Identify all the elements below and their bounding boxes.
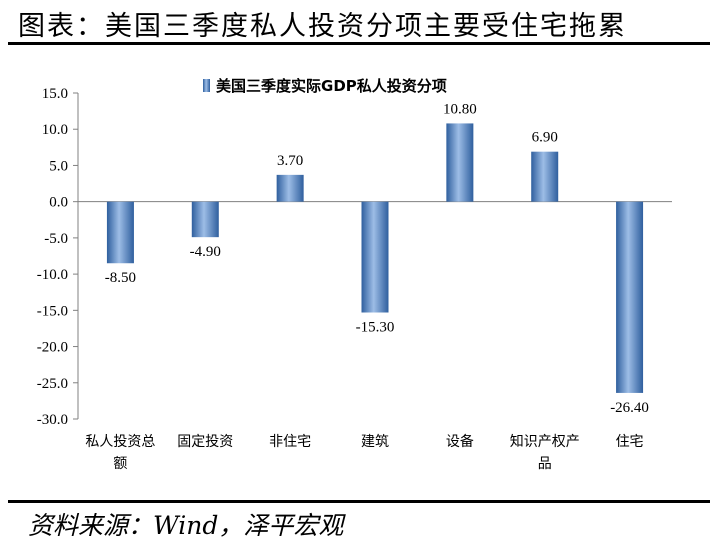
- data-labels: -8.50 -4.90 3.70 -15.30 10.80 6.90 -26.40: [105, 101, 649, 415]
- y-tick-label: -30.0: [37, 412, 68, 428]
- page-title: 图表：美国三季度私人投资分项主要受住宅拖累: [18, 11, 627, 42]
- x-tick-label: 建筑: [361, 434, 389, 450]
- source-rule: [8, 500, 710, 503]
- legend: 美国三季度实际GDP私人投资分项: [203, 77, 447, 95]
- x-tick-label: 私人投资总: [85, 434, 155, 450]
- y-tick-label: -10.0: [37, 267, 68, 283]
- bar: [361, 201, 389, 313]
- bar: [276, 174, 304, 202]
- x-tick-label: 知识产权产: [510, 433, 580, 450]
- y-tick-label: 10.0: [42, 122, 68, 138]
- bar: [531, 151, 559, 202]
- bars: [106, 123, 644, 393]
- source-note: 资料来源：Wind，泽平宏观: [28, 511, 344, 540]
- data-label: -8.50: [105, 270, 136, 286]
- bar: [446, 123, 474, 202]
- x-tick-label: 固定投资: [177, 434, 233, 450]
- bar: [616, 201, 644, 393]
- data-label: 3.70: [277, 153, 303, 169]
- y-tick-label: -25.0: [37, 376, 68, 392]
- data-label: 10.80: [443, 101, 477, 117]
- data-label: -26.40: [610, 400, 649, 416]
- x-tick-label: 住宅: [616, 434, 644, 450]
- data-label: 6.90: [532, 130, 558, 146]
- y-tick-label: 15.0: [42, 86, 68, 102]
- y-tick-label: -15.0: [37, 303, 68, 319]
- x-tick-label: 非住宅: [269, 434, 311, 450]
- legend-label: 美国三季度实际GDP私人投资分项: [216, 77, 447, 95]
- y-tick-label: 5.0: [49, 158, 68, 174]
- y-axis: 15.0 10.0 5.0 0.0 -5.0 -10.0 -15.0 -20.0 -25.0 -3…: [37, 86, 672, 428]
- y-tick-label: 0.0: [49, 195, 68, 211]
- x-tick-label: 品: [538, 456, 552, 472]
- title-rule: [8, 42, 710, 45]
- y-tick-label: -5.0: [44, 231, 68, 247]
- y-tick-label: -20.0: [37, 340, 68, 356]
- bar: [106, 201, 134, 264]
- x-tick-label: 设备: [446, 433, 474, 450]
- legend-swatch: [203, 79, 210, 92]
- bar: [191, 201, 219, 238]
- data-label: -15.30: [356, 320, 395, 336]
- x-tick-label: 额: [113, 456, 127, 472]
- data-label: -4.90: [190, 244, 221, 260]
